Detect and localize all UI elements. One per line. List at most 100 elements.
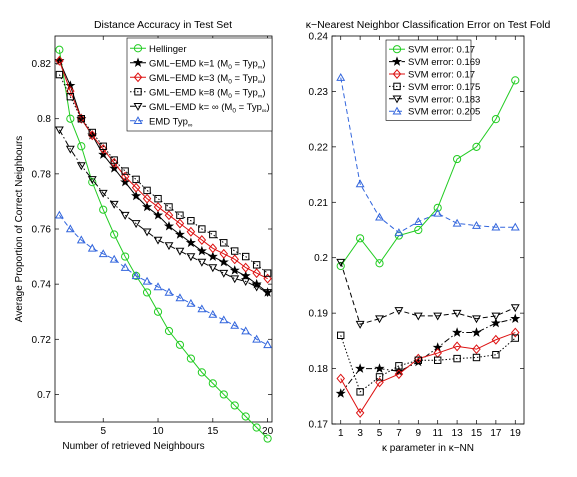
data-point — [252, 283, 262, 292]
data-point — [120, 211, 130, 220]
data-point — [77, 113, 86, 124]
data-point — [393, 366, 404, 376]
series-line — [340, 318, 516, 394]
x-tick-label: 9 — [416, 428, 422, 439]
data-point — [230, 401, 239, 410]
data-point — [154, 194, 162, 203]
y-tick-label: 0.2 — [314, 253, 328, 264]
data-point — [219, 390, 228, 399]
data-point — [472, 353, 481, 362]
legend-label: GML−EMD k=8 (M0 = Typ∞) — [149, 87, 266, 100]
data-point — [336, 373, 345, 384]
data-point — [230, 275, 240, 284]
data-point — [472, 344, 481, 355]
legend-marker — [392, 106, 402, 115]
data-point — [120, 171, 130, 182]
data-point — [492, 351, 500, 359]
data-point — [153, 201, 163, 212]
x-axis-label: κ parameter in κ−NN — [382, 443, 474, 454]
data-point — [142, 193, 152, 204]
data-point — [413, 217, 423, 225]
series-line — [340, 80, 516, 267]
x-tick-label: 1 — [338, 428, 344, 439]
data-point — [394, 369, 404, 380]
series-5 — [336, 258, 520, 329]
data-point — [241, 252, 250, 261]
data-point — [163, 220, 175, 231]
data-point — [185, 237, 196, 248]
legend-marker — [391, 56, 403, 66]
data-point — [174, 229, 185, 239]
data-point — [197, 304, 207, 313]
data-point — [131, 182, 141, 193]
data-point — [491, 222, 501, 231]
legend-marker — [392, 45, 402, 54]
data-point — [490, 317, 501, 328]
data-point — [109, 157, 119, 168]
data-point — [356, 388, 364, 396]
legend-label: SVM error: 0.205 — [408, 107, 480, 118]
series-line — [58, 129, 268, 293]
series-line — [340, 262, 516, 325]
data-point — [176, 211, 184, 219]
data-point — [164, 326, 174, 336]
data-point — [375, 212, 384, 221]
y-tick-label: 0.23 — [309, 87, 329, 98]
data-point — [207, 251, 218, 261]
data-point — [375, 315, 384, 324]
chart-title: Distance Accuracy in Test Set — [94, 19, 232, 31]
data-point — [375, 259, 384, 268]
legend-label: GML−EMD k=1 (M0 = Typ∞) — [149, 58, 266, 71]
data-point — [164, 242, 174, 251]
data-point — [197, 235, 207, 245]
data-point — [218, 256, 229, 267]
data-point — [88, 178, 97, 187]
x-tick-label: 5 — [100, 426, 106, 437]
legend-label: Hellinger — [149, 44, 187, 55]
data-point — [241, 278, 251, 287]
data-point — [472, 220, 481, 229]
data-point — [186, 253, 196, 262]
data-point — [55, 55, 64, 66]
data-point — [208, 264, 218, 273]
data-point — [208, 243, 218, 254]
data-point — [76, 162, 86, 171]
data-point — [241, 262, 250, 273]
series-1 — [55, 45, 272, 443]
data-point — [98, 189, 108, 198]
data-point — [263, 269, 272, 277]
data-point — [208, 379, 217, 388]
data-point — [511, 327, 520, 338]
chart-title: κ−Nearest Neighbor Classification Error … — [306, 19, 551, 31]
series-5 — [54, 126, 273, 298]
data-point — [240, 270, 251, 281]
y-tick-label: 0.22 — [309, 142, 329, 153]
data-point — [66, 114, 75, 123]
data-point — [336, 72, 346, 81]
legend-label: EMD Typ∞ — [149, 116, 193, 129]
data-point — [471, 327, 482, 337]
data-point — [164, 210, 174, 221]
data-point — [241, 326, 251, 335]
data-point — [230, 254, 239, 265]
y-tick-label: 0.76 — [32, 225, 52, 236]
data-point — [143, 186, 151, 195]
data-point — [196, 245, 207, 256]
data-point — [142, 201, 153, 212]
legend-label: SVM error: 0.17 — [408, 45, 475, 56]
legend-marker — [392, 95, 402, 104]
data-point — [413, 312, 423, 321]
plot-frame — [331, 35, 525, 425]
series-2 — [54, 55, 273, 297]
data-point — [241, 412, 250, 421]
data-point — [110, 230, 119, 239]
data-point — [336, 258, 346, 267]
data-point — [197, 258, 207, 267]
y-tick-label: 0.19 — [309, 309, 329, 320]
data-point — [472, 142, 481, 151]
data-point — [453, 354, 461, 363]
series-6 — [336, 72, 520, 237]
x-tick-label: 7 — [396, 428, 402, 439]
